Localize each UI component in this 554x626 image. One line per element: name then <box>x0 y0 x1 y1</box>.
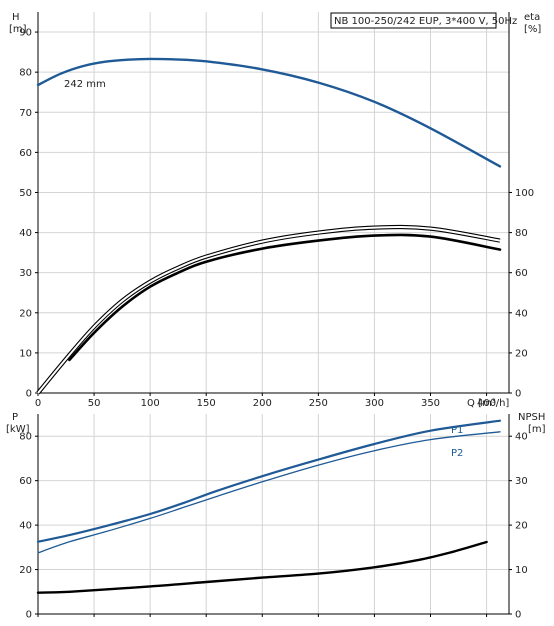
right-axis-label-npsh-unit: [m] <box>528 424 546 435</box>
left-axis-label-p-unit: [kW] <box>6 424 30 435</box>
left-tick-label: 70 <box>19 108 32 119</box>
left-axis-label-p: P <box>12 412 18 423</box>
x-tick-label: 100 <box>141 398 160 409</box>
chart-title: NB 100-250/242 EUP, 3*400 V, 50Hz <box>334 16 517 27</box>
right-tick-label: 30 <box>515 476 528 487</box>
series-line <box>36 57 502 168</box>
power-npsh-chart: P [kW] NPSH [m] 0 20 40 60 80 0 10 20 30 40 P1 P… <box>6 412 546 621</box>
head-efficiency-chart: NB 100-250/242 EUP, 3*400 V, 50Hz H [m] … <box>9 12 541 409</box>
left-tick-label: 0 <box>26 389 32 400</box>
left-tick-label: 60 <box>19 476 32 487</box>
series-line <box>36 419 502 543</box>
series-line <box>36 540 488 594</box>
top-left-ticks: 0 10 20 30 40 50 60 70 80 90 <box>19 28 38 400</box>
right-tick-label: 10 <box>515 565 528 576</box>
right-tick-label: 0 <box>515 389 521 400</box>
impeller-diameter-label: 242 mm <box>64 79 106 90</box>
left-tick-label: 90 <box>19 28 32 39</box>
left-tick-label: 10 <box>19 348 32 359</box>
right-tick-label: 100 <box>515 188 534 199</box>
left-tick-label: 30 <box>19 268 32 279</box>
top-x-ticks: 0 50 100 150 200 250 300 350 400 <box>35 393 496 409</box>
left-axis-label-h-unit: [m] <box>9 24 27 35</box>
right-tick-label: 40 <box>515 308 528 319</box>
series-line-inner <box>37 226 501 394</box>
x-tick-label: 400 <box>477 398 496 409</box>
right-axis-label-npsh: NPSH <box>518 412 545 423</box>
series-line <box>37 591 70 594</box>
right-tick-label: 0 <box>515 610 521 621</box>
series-line <box>68 233 502 362</box>
left-tick-label: 80 <box>19 432 32 443</box>
bottom-left-ticks: 0 20 40 60 80 <box>19 432 38 621</box>
left-tick-label: 40 <box>19 521 32 532</box>
right-tick-label: 40 <box>515 432 528 443</box>
x-tick-label: 0 <box>35 398 41 409</box>
left-tick-label: 40 <box>19 228 32 239</box>
top-right-ticks: 0 20 40 60 80 100 <box>509 188 534 400</box>
top-grid <box>38 12 509 393</box>
x-axis-label: Q [m³/h] <box>467 398 509 409</box>
left-tick-label: 20 <box>19 308 32 319</box>
right-axis-label-eta-unit: [%] <box>524 24 541 35</box>
left-tick-label: 20 <box>19 565 32 576</box>
x-tick-label: 50 <box>88 398 101 409</box>
series-line <box>37 431 501 554</box>
series-label-p1: P1 <box>451 425 463 436</box>
bottom-x-ticks <box>37 614 488 617</box>
bottom-grid <box>38 414 509 614</box>
right-axis-label-eta: eta <box>524 12 540 23</box>
x-tick-label: 150 <box>197 398 216 409</box>
x-tick-label: 200 <box>253 398 272 409</box>
left-tick-label: 0 <box>26 610 32 621</box>
x-tick-label: 350 <box>421 398 440 409</box>
top-series <box>36 57 502 395</box>
bottom-right-ticks: 0 10 20 30 40 <box>509 432 528 621</box>
right-tick-label: 20 <box>515 521 528 532</box>
right-tick-label: 80 <box>515 228 528 239</box>
x-tick-label: 250 <box>309 398 328 409</box>
right-tick-label: 20 <box>515 348 528 359</box>
left-tick-label: 50 <box>19 188 32 199</box>
x-tick-label: 300 <box>365 398 384 409</box>
left-tick-label: 60 <box>19 148 32 159</box>
title-box <box>330 12 497 29</box>
left-axis-label-h: H <box>12 12 20 23</box>
bottom-series <box>36 419 502 594</box>
series-label-p2: P2 <box>451 448 463 459</box>
right-tick-label: 60 <box>515 268 528 279</box>
left-tick-label: 80 <box>19 68 32 79</box>
